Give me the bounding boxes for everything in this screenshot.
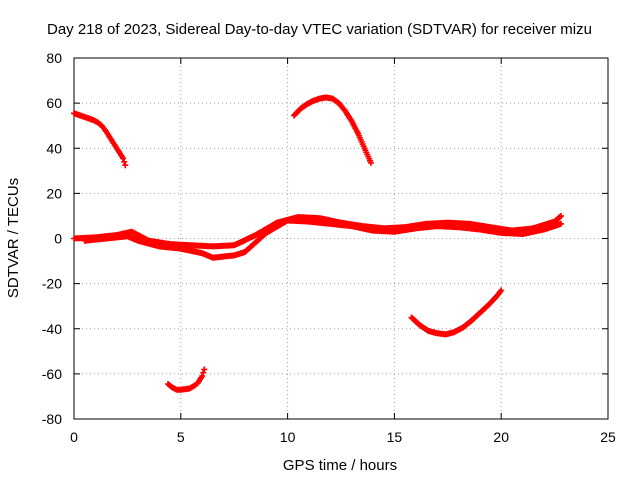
x-tick-label: 20 [493,429,509,445]
satellite-track-4-points [408,287,505,338]
x-axis-label: GPS time / hours [283,457,397,474]
y-tick-label: 20 [46,185,62,201]
y-tick-label: 80 [46,50,62,66]
satellite-track-4 [408,287,505,338]
y-tick-label: -80 [42,411,62,427]
x-tick-label: 0 [70,429,78,445]
x-tick-label: 25 [600,429,616,445]
near-zero-band-lower [81,217,564,261]
data-series [71,94,564,393]
y-tick-label: 0 [54,231,62,247]
satellite-track-2-points [165,366,208,393]
satellite-track-1-points [71,110,129,169]
x-tick-label: 15 [387,429,403,445]
y-tick-label: -40 [42,321,62,337]
y-axis-label: SDTVAR / TECUs [5,178,22,298]
y-tick-label: -60 [42,366,62,382]
satellite-track-3-points [291,94,374,166]
axis-ticks [73,57,609,420]
tick-labels: 0 5 10 15 20 25 -80 -60 -40 -20 0 20 40 60 80 [42,50,616,445]
x-tick-label: 10 [280,429,296,445]
near-zero-band-lower-points [81,217,564,261]
satellite-track-3 [291,94,374,166]
y-tick-label: -20 [42,276,62,292]
x-tick-label: 5 [177,429,185,445]
grid [74,58,608,419]
y-tick-label: 40 [46,140,62,156]
satellite-track-2 [165,366,208,393]
y-tick-label: 60 [46,95,62,111]
satellite-track-1 [71,110,129,169]
chart-title: Day 218 of 2023, Sidereal Day-to-day VTE… [47,21,592,38]
